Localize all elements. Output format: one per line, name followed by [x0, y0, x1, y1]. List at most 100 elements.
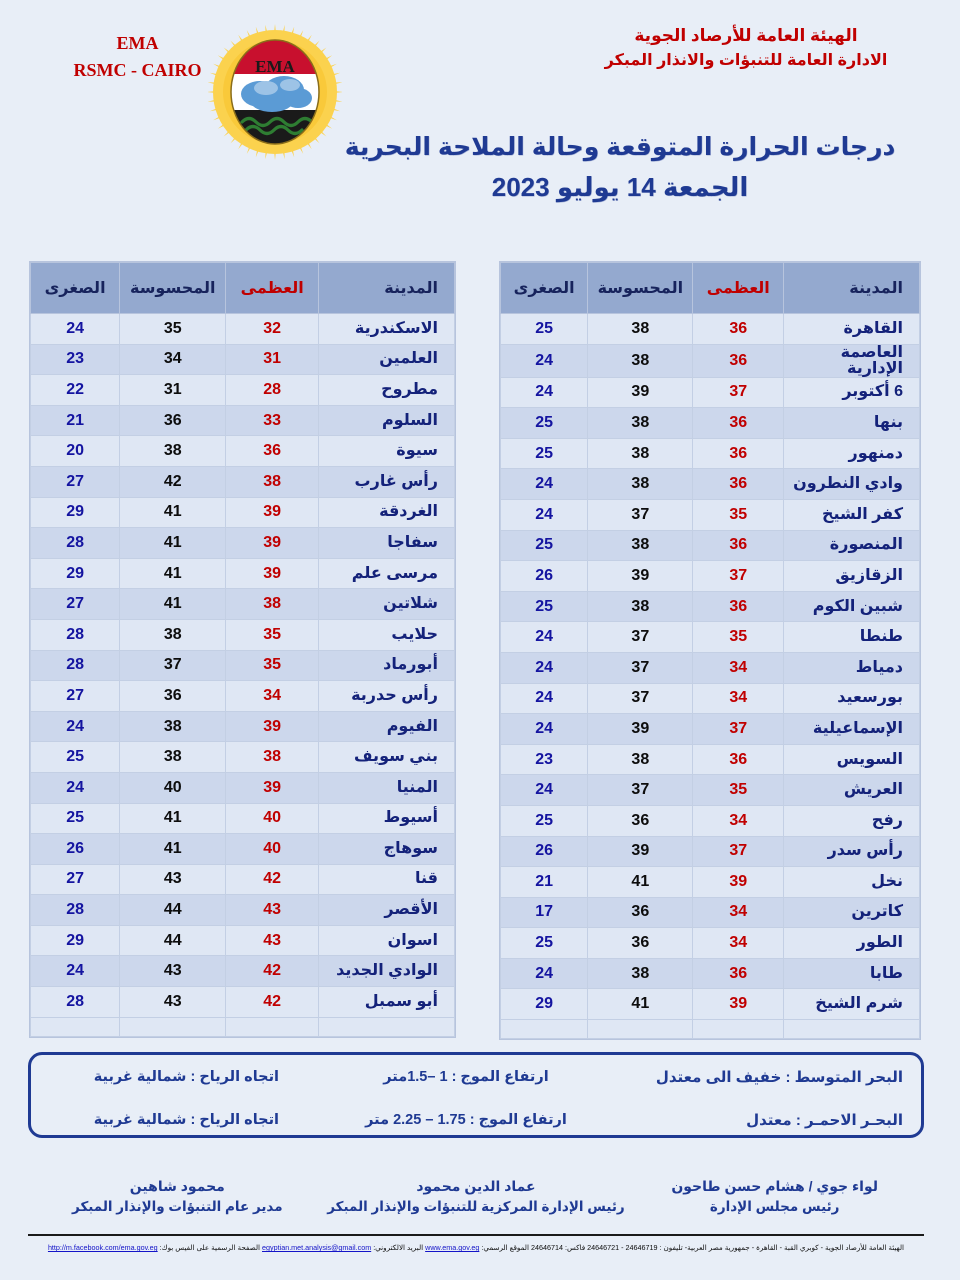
table-row: أبو سمبل 42 43 28	[29, 986, 455, 1018]
max-temp-cell: 39	[692, 988, 785, 1021]
max-temp-cell: 37	[692, 560, 785, 592]
max-temp-cell: 28	[225, 374, 320, 406]
max-temp-cell: 38	[225, 465, 320, 498]
table-row: كفر الشيخ 35 37 24	[499, 498, 920, 531]
max-temp-cell: 36	[692, 957, 785, 990]
felt-temp-cell: 37	[587, 498, 694, 531]
mediterranean-wind-direction: اتجاه الرياح : شمالية غربية	[49, 1069, 279, 1085]
max-temp-cell: 43	[225, 924, 320, 957]
max-temp-cell: 42	[225, 955, 320, 988]
max-temp-cell: 35	[692, 621, 785, 653]
felt-temp-cell: 38	[587, 313, 694, 345]
city-cell: المنيا	[318, 771, 455, 804]
facebook-link[interactable]: http://m.facebook.com/ema.gov.eg	[47, 1243, 158, 1252]
felt-temp-cell: 41	[119, 588, 227, 620]
min-temp-cell: 28	[29, 527, 121, 559]
signature-name: عماد الدين محمود	[416, 1178, 536, 1194]
felt-temp-cell: 38	[119, 435, 227, 467]
min-temp-cell: 25	[499, 407, 589, 439]
mediterranean-wave-height: ارتفاع الموج : 1 –1.5متر	[279, 1069, 653, 1085]
felt-temp-cell: 38	[587, 529, 694, 562]
min-temp-cell: 22	[29, 374, 121, 406]
table-row: رأس غارب 38 42 27	[29, 465, 455, 498]
max-temp-cell: 39	[225, 771, 320, 804]
forecast-rows-left: الاسكندرية 32 35 24 العلمين 31 34 23 مطروح 28 31 22…	[29, 313, 455, 1018]
min-temp-cell: 27	[29, 863, 121, 896]
city-cell: مرسى علم	[318, 557, 455, 590]
signature-title: رئيس الإدارة المركزية للتنبؤات والإنذار …	[327, 1199, 625, 1214]
city-cell: شلاتين	[318, 588, 455, 620]
table-row: الطور 34 36 25	[499, 927, 920, 959]
felt-temp-cell: 38	[119, 618, 227, 651]
felt-temp-cell: 37	[587, 682, 694, 715]
felt-temp-cell: 31	[119, 374, 227, 406]
email-link[interactable]: egyptian.met.analysis@gmail.com	[262, 1243, 372, 1252]
max-temp-cell: 37	[692, 835, 785, 868]
city-cell: نخل	[783, 866, 920, 898]
min-temp-cell: 26	[499, 835, 589, 868]
page-title: درجات الحرارة المتوقعة وحالة الملاحة الب…	[310, 128, 930, 207]
table-row: الاسكندرية 32 35 24	[29, 313, 455, 345]
min-temp-cell: 28	[29, 618, 121, 651]
table-row: القاهرة 36 38 25	[499, 313, 920, 345]
table-row: كاترين 34 36 17	[499, 896, 920, 929]
city-cell: 6 أكتوبر	[783, 376, 920, 409]
max-temp-cell: 43	[225, 894, 320, 926]
website-link[interactable]: www.ema.gov.eg	[425, 1243, 480, 1252]
city-cell: العلمين	[318, 343, 455, 376]
table-row: بورسعيد 34 37 24	[499, 682, 920, 715]
max-temp-cell: 38	[225, 588, 320, 620]
city-cell: أسيوط	[318, 802, 455, 835]
max-temp-cell: 42	[225, 863, 320, 896]
min-temp-cell: 28	[29, 649, 121, 682]
min-temp-cell: 25	[499, 437, 589, 470]
felt-temp-cell: 37	[119, 649, 227, 682]
felt-temp-cell: 36	[587, 896, 694, 929]
felt-temp-cell: 36	[587, 804, 694, 837]
table-row: اسوان 43 44 29	[29, 924, 455, 957]
forecast-rows-right: القاهرة 36 38 25 العاصمة الإدارية 36 38 24 6 أكت…	[499, 313, 920, 1021]
min-temp-cell: 21	[29, 404, 121, 437]
min-temp-cell: 24	[29, 710, 121, 743]
wave-label: ارتفاع الموج :	[469, 1111, 567, 1128]
wave-value: 1.75 – 2.25 متر	[365, 1111, 466, 1128]
table-row: طابا 36 38 24	[499, 957, 920, 990]
min-temp-cell: 23	[29, 343, 121, 376]
wave-value: 1 –1.5متر	[383, 1068, 448, 1085]
max-temp-cell: 34	[692, 651, 785, 684]
ema-latin-block: EMA RSMC - CAIRO	[55, 30, 220, 84]
facebook-label: الصفحة الرسمية على الفيس بوك:	[159, 1243, 261, 1252]
felt-temp-cell: 36	[587, 927, 694, 959]
table-row: شلاتين 38 41 27	[29, 588, 455, 620]
city-cell: رأس حدربة	[318, 680, 455, 712]
max-temp-cell: 42	[225, 986, 320, 1018]
city-cell: السويس	[783, 743, 920, 776]
signature-title: مدير عام التنبؤات والإنذار المبكر	[72, 1199, 283, 1214]
city-cell: أبورماد	[318, 649, 455, 682]
max-temp-cell: 35	[225, 618, 320, 651]
sea-state-value: معتدل	[746, 1111, 792, 1129]
min-temp-cell: 17	[499, 896, 589, 929]
city-cell: أبو سمبل	[318, 986, 455, 1018]
felt-temp-cell: 41	[119, 833, 227, 865]
city-cell: سيوة	[318, 435, 455, 467]
min-temp-cell: 24	[499, 621, 589, 653]
felt-temp-cell: 37	[587, 774, 694, 806]
column-header-city: المدينة	[783, 262, 920, 314]
city-cell: حلايب	[318, 618, 455, 651]
min-temp-cell: 25	[499, 927, 589, 959]
max-temp-cell: 39	[225, 557, 320, 590]
min-temp-cell: 24	[499, 713, 589, 745]
column-header-felt: المحسوسة	[119, 262, 227, 314]
city-cell: وادي النطرون	[783, 468, 920, 500]
table-row: بني سويف 38 38 25	[29, 741, 455, 773]
table-footer-spacer	[499, 1019, 920, 1040]
document-title-line: درجات الحرارة المتوقعة وحالة الملاحة الب…	[344, 133, 896, 161]
wind-label: اتجاه الرياح :	[190, 1068, 279, 1085]
wave-label: ارتفاع الموج :	[451, 1068, 549, 1085]
table-row: بنها 36 38 25	[499, 407, 920, 439]
city-cell: شرم الشيخ	[783, 988, 920, 1021]
page-header: EMA RSMC - CAIRO	[0, 0, 960, 240]
table-row: دمنهور 36 38 25	[499, 437, 920, 470]
max-temp-cell: 35	[692, 498, 785, 531]
